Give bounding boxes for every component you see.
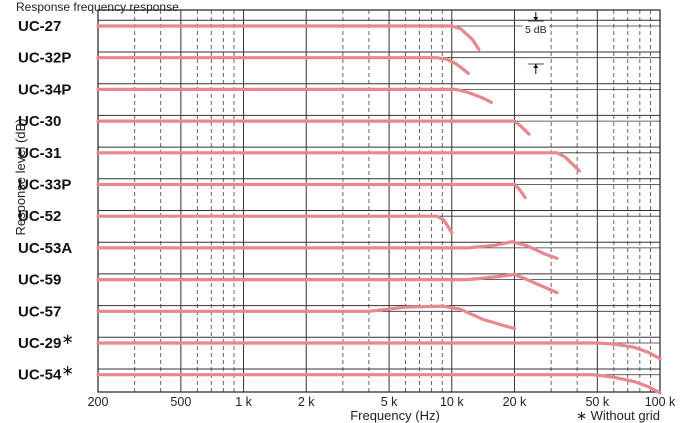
response-curve-uc-33p <box>96 182 527 200</box>
series-label-uc-32p: UC-32P <box>18 50 71 67</box>
without-grid-note: ∗ Without grid <box>576 408 660 423</box>
response-curve-uc-52 <box>96 214 454 235</box>
scale-arrow-bottom-head <box>533 64 539 68</box>
series-label-uc-30: UC-30 <box>18 113 61 130</box>
series-label-uc-53a: UC-53A <box>18 240 72 257</box>
x-tick-label: 50 k <box>585 395 609 409</box>
series-label-uc-54: UC-54∗ <box>18 363 74 384</box>
x-tick-label: 10 k <box>440 395 464 409</box>
scale-label-backdrop <box>522 23 549 35</box>
response-curve-uc-34p <box>96 87 493 104</box>
x-tick-label: 1 k <box>235 395 252 409</box>
x-tick-label: 5 k <box>381 395 398 409</box>
x-tick-label: 2 k <box>298 395 315 409</box>
response-curves <box>96 24 662 395</box>
scale-arrow-top-head <box>533 17 539 21</box>
series-label-uc-52: UC-52 <box>18 208 61 225</box>
x-tick-label: 500 <box>170 395 191 409</box>
y-axis-title: Response level (dB) <box>13 118 28 235</box>
plot-frame <box>97 9 661 393</box>
x-tick-label: 100 k <box>645 395 676 409</box>
grid-lines <box>97 10 661 392</box>
series-label-uc-34p: UC-34P <box>18 81 71 98</box>
response-curve-uc-30 <box>96 119 531 136</box>
response-curve-uc-57 <box>96 304 517 331</box>
series-label-uc-33p: UC-33P <box>18 177 71 194</box>
response-curve-uc-31 <box>96 151 581 173</box>
plot-border <box>97 9 661 393</box>
response-curve-uc-29 <box>96 341 662 361</box>
series-label-uc-31: UC-31 <box>18 145 61 162</box>
x-tick-labels: 200 500 1 k 2 k 5 k 10 k 20 k 50 k 100 k <box>88 395 676 409</box>
response-curve-uc-54 <box>96 373 662 395</box>
x-tick-label: 20 k <box>503 395 527 409</box>
series-labels: UC-27 UC-32P UC-34P UC-30 UC-31 UC-33P UC-52 UC… <box>18 18 74 384</box>
response-curve-uc-53a <box>96 240 559 260</box>
x-tick-label: 200 <box>88 395 109 409</box>
series-label-uc-29: UC-29∗ <box>18 331 74 352</box>
response-curve-uc-59 <box>96 272 559 295</box>
scale-bar: 5 dB <box>522 12 549 74</box>
scale-label: 5 dB <box>525 24 547 36</box>
response-curve-uc-27 <box>96 24 481 51</box>
series-label-uc-59: UC-59 <box>18 272 61 289</box>
series-label-uc-27: UC-27 <box>18 18 61 35</box>
x-axis-title: Frequency (Hz) <box>350 408 440 423</box>
series-label-uc-57: UC-57 <box>18 303 61 320</box>
response-curve-uc-32p <box>96 56 470 75</box>
